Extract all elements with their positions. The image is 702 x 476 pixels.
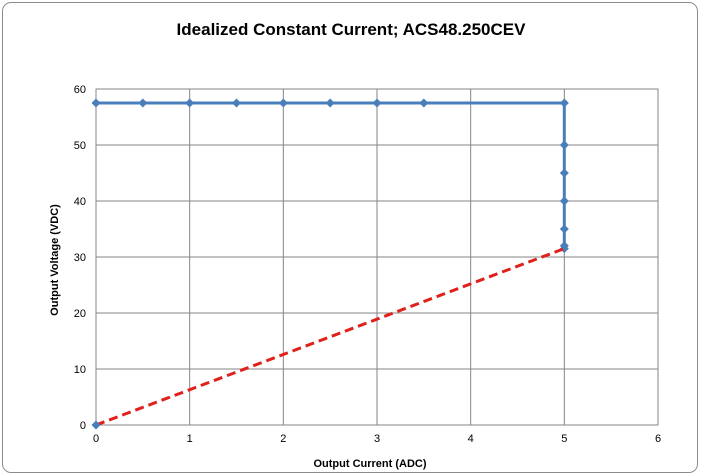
x-axis-title: Output Current (ADC) <box>313 458 426 470</box>
data-point-marker <box>559 168 569 178</box>
series-line <box>95 247 565 427</box>
x-tick-label: 6 <box>655 433 661 445</box>
y-tick-label: 20 <box>74 308 86 320</box>
data-point-marker <box>91 420 101 430</box>
data-point-marker <box>232 98 241 108</box>
chart-title: Idealized Constant Current; ACS48.250CEV <box>176 20 526 39</box>
y-tick-label: 10 <box>74 364 86 376</box>
data-point-marker <box>559 98 569 108</box>
y-tick-label: 30 <box>74 252 86 264</box>
data-point-marker <box>91 98 101 108</box>
x-tick-label: 4 <box>468 433 474 445</box>
y-tick-label: 50 <box>74 140 86 152</box>
y-tick-label: 0 <box>80 420 86 432</box>
data-point-marker <box>372 98 382 108</box>
data-point-marker <box>419 98 429 108</box>
data-point-marker <box>559 196 569 206</box>
data-point-marker <box>138 98 148 108</box>
data-point-marker <box>278 98 288 108</box>
data-point-marker <box>325 98 335 108</box>
x-tick-label: 5 <box>561 433 567 445</box>
y-tick-label: 60 <box>74 84 86 96</box>
series-line <box>96 101 566 249</box>
x-tick-label: 2 <box>280 433 286 445</box>
y-tick-label: 40 <box>74 196 86 208</box>
x-tick-label: 0 <box>93 433 99 445</box>
data-point-marker <box>185 98 195 108</box>
y-axis-title: Output Voltage (VDC) <box>49 204 61 316</box>
data-point-marker <box>559 224 569 234</box>
x-tick-label: 3 <box>374 433 380 445</box>
data-point-marker <box>559 140 569 150</box>
x-tick-label: 1 <box>187 433 193 445</box>
